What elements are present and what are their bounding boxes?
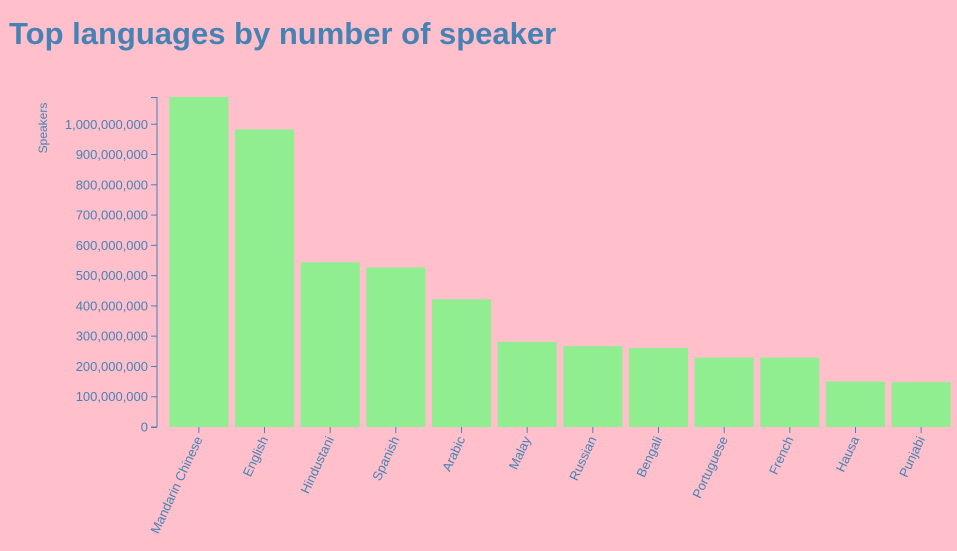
y-tick-label: 400,000,000 [76, 298, 148, 313]
y-tick-label: 0 [141, 420, 148, 435]
bar-mandarin-chinese [169, 97, 229, 427]
x-tick-label: Mandarin Chinese [147, 434, 205, 536]
y-axis-title: Speakers [36, 103, 50, 154]
y-tick-label: 100,000,000 [76, 389, 148, 404]
bar-hausa [825, 381, 886, 427]
x-tick-label: Spanish [369, 434, 402, 483]
y-tick-label: 900,000,000 [76, 147, 148, 162]
chart-title: Top languages by number of speaker [9, 16, 557, 51]
x-tick-label: Arabic [439, 433, 468, 473]
x-tick-label: English [240, 434, 272, 479]
x-tick-label: Hausa [833, 433, 863, 474]
x-tick-label: French [766, 434, 797, 477]
y-axis: 0 100,000,000 200,000,000 300,000,000 400,00… [65, 97, 158, 435]
y-tick-label: 1,000,000,000 [65, 117, 148, 132]
x-tick-label: Malay [506, 433, 534, 471]
x-tick-label: Punjabi [896, 434, 928, 480]
bars-layer [169, 97, 951, 427]
x-tick-label: Portuguese [689, 434, 731, 501]
x-tick-label: Russian [566, 434, 599, 483]
y-tick-label: 700,000,000 [76, 208, 148, 223]
y-tick-label: 500,000,000 [76, 268, 148, 283]
bar-bengali [628, 347, 689, 427]
y-tick-label: 300,000,000 [76, 329, 148, 344]
bar-hindustani [300, 262, 360, 427]
bar-english [234, 129, 295, 427]
x-tick-label: Bengali [633, 434, 665, 480]
bar-malay [497, 341, 557, 427]
y-tick-label: 200,000,000 [76, 359, 148, 374]
bar-punjabi [891, 382, 951, 427]
bar-russian [563, 346, 623, 427]
bar-spanish [366, 267, 426, 427]
x-axis: Mandarin Chinese English Hindustani Spanish… [147, 427, 928, 536]
y-tick-label: 600,000,000 [76, 238, 148, 253]
bar-arabic [431, 299, 492, 427]
bar-french [760, 357, 820, 427]
bar-portuguese [694, 357, 754, 427]
y-tick-label: 800,000,000 [76, 177, 148, 192]
x-tick-label: Hindustani [297, 434, 337, 496]
